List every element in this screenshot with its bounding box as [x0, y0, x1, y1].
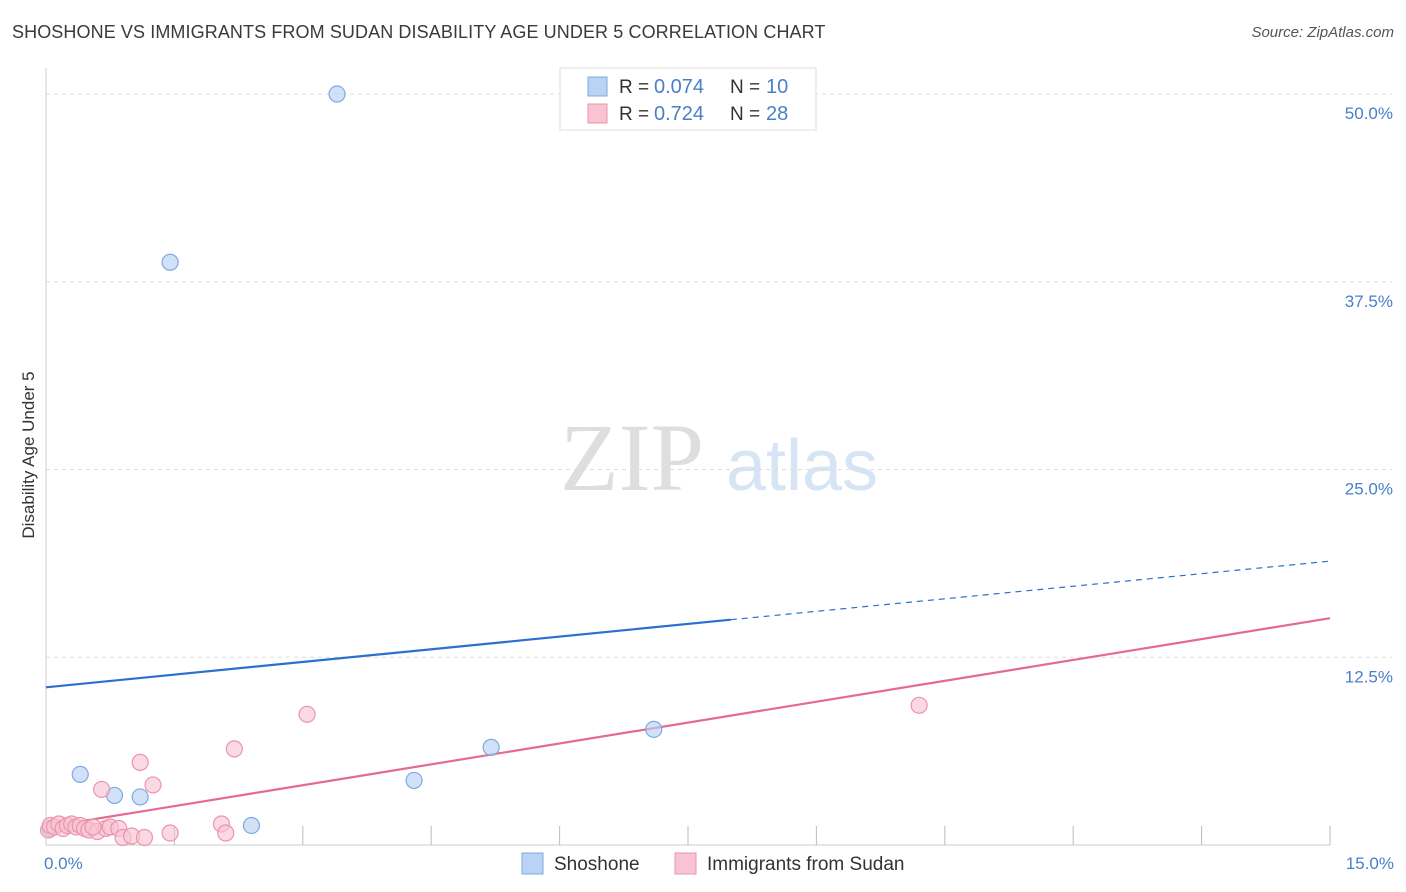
- n-value: 10: [766, 76, 788, 98]
- y-axis-label: Disability Age Under 5: [19, 371, 38, 538]
- stats-legend: R = 0.074 N = 10 R = 0.724 N = 28: [559, 67, 817, 131]
- axes: [45, 68, 1331, 846]
- trend-lines: [45, 560, 1331, 829]
- y-tick-label: 25.0%: [1345, 480, 1393, 499]
- shoshone-point: [161, 253, 179, 271]
- y-axis-label-group: Disability Age Under 5: [19, 371, 38, 538]
- shoshone-point: [645, 720, 663, 738]
- n-value: 28: [766, 103, 788, 125]
- data-points: [39, 85, 928, 847]
- shoshone-legend-swatch: [587, 76, 608, 97]
- sudan-point: [910, 696, 928, 714]
- r-value: 0.074: [654, 76, 704, 98]
- grid-lines: [46, 93, 1392, 658]
- n-label: N =: [730, 77, 760, 98]
- y-tick-label: 37.5%: [1345, 292, 1393, 311]
- sudan-trend-line: [45, 617, 1331, 829]
- y-tick-label: 12.5%: [1345, 667, 1393, 686]
- x-tick-label: 15.0%: [1346, 854, 1394, 873]
- tick-labels: 12.5% 25.0% 37.5% 50.0% 0.0% 15.0%: [44, 104, 1394, 873]
- shoshone-point: [71, 765, 89, 784]
- shoshone-point: [328, 85, 346, 103]
- sudan-point: [93, 780, 111, 799]
- sudan-point: [131, 753, 149, 771]
- sudan-legend-swatch: [587, 103, 608, 124]
- sudan-point: [217, 824, 235, 842]
- shoshone-series-swatch: [521, 852, 544, 875]
- shoshone-point: [242, 816, 261, 835]
- sudan-series-label: Immigrants from Sudan: [707, 854, 904, 875]
- r-value: 0.724: [654, 103, 704, 125]
- shoshone-trend-extension: [730, 560, 1331, 621]
- shoshone-point: [482, 738, 500, 756]
- sudan-point: [144, 776, 162, 794]
- sudan-series-swatch: [674, 852, 697, 875]
- chart-title: SHOSHONE VS IMMIGRANTS FROM SUDAN DISABI…: [12, 22, 826, 42]
- sudan-point: [84, 818, 102, 836]
- series-legend: Shoshone Immigrants from Sudan: [521, 852, 904, 875]
- sudan-point: [298, 705, 316, 723]
- shoshone-trend-line: [45, 618, 731, 689]
- sudan-point: [135, 828, 154, 847]
- shoshone-point: [131, 788, 149, 806]
- source-label: Source: ZipAtlas.com: [1251, 24, 1394, 41]
- sudan-point: [161, 824, 179, 842]
- watermark-zip: ZIP: [560, 404, 704, 511]
- shoshone-series-label: Shoshone: [554, 854, 640, 875]
- r-label: R =: [619, 104, 649, 125]
- shoshone-point: [405, 771, 423, 790]
- n-label: N =: [730, 104, 760, 125]
- zipatlas-watermark: ZIP atlas: [560, 404, 878, 511]
- y-tick-label: 50.0%: [1345, 104, 1393, 123]
- r-label: R =: [619, 77, 649, 98]
- watermark-atlas: atlas: [726, 426, 878, 506]
- sudan-point: [225, 740, 243, 758]
- x-tick-label: 0.0%: [44, 854, 83, 873]
